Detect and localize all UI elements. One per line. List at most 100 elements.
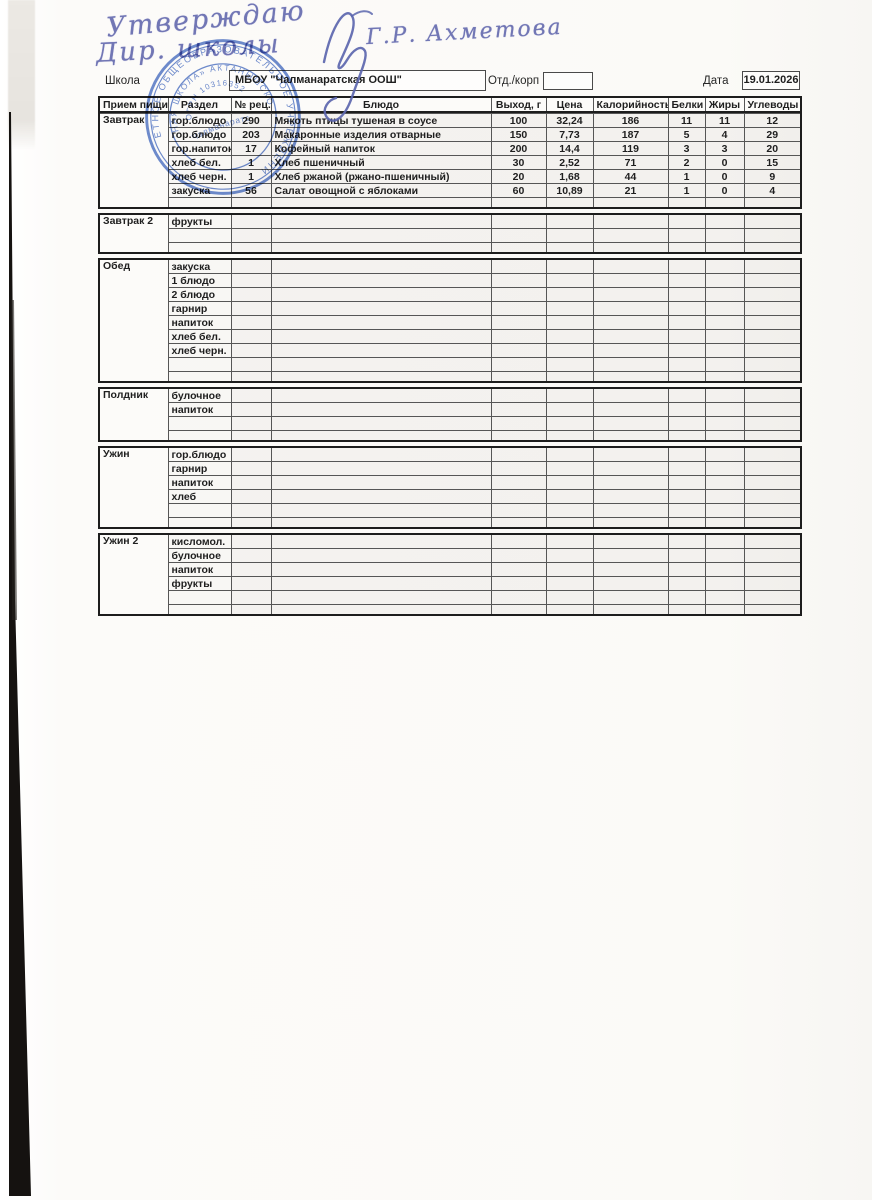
table-cell: [490, 604, 547, 616]
table-cell: [704, 489, 745, 504]
table-cell: [667, 343, 706, 358]
table-cell: [592, 228, 669, 243]
table-cell: 7,73: [545, 127, 594, 142]
table-cell: [230, 357, 272, 372]
table-cell: [270, 242, 492, 254]
table-cell: [667, 228, 706, 243]
table-cell: [490, 387, 547, 403]
table-cell: [704, 503, 745, 518]
table-cell: [545, 446, 594, 462]
table-cell: [592, 590, 669, 605]
table-cell: [743, 287, 802, 302]
table-cell: [667, 576, 706, 591]
table-cell: Макаронные изделия отварные: [270, 127, 492, 142]
table-cell: [167, 604, 232, 616]
table-cell: [743, 329, 802, 344]
table-cell: [545, 228, 594, 243]
column-header: Калорийность: [592, 96, 669, 113]
table-cell: [743, 533, 802, 549]
table-cell: [230, 533, 272, 549]
table-cell: [545, 562, 594, 577]
table-cell: [167, 430, 232, 442]
table-cell: [490, 228, 547, 243]
table-cell: [704, 213, 745, 229]
table-cell: 11: [704, 113, 745, 128]
table-cell: [545, 371, 594, 383]
table-cell: [592, 461, 669, 476]
table-cell: [230, 446, 272, 462]
table-cell: [167, 357, 232, 372]
date-value-box: 19.01.2026: [742, 71, 800, 90]
table-cell: [743, 371, 802, 383]
table-cell: [545, 416, 594, 431]
svg-text:Чалманаратс: Чалманаратс: [189, 111, 253, 143]
table-cell: [667, 258, 706, 274]
column-header: Раздел: [167, 96, 232, 113]
column-header: Белки: [667, 96, 706, 113]
scan-black-edge: [9, 112, 31, 1196]
table-cell: кисломол.: [167, 533, 232, 549]
table-cell: [545, 548, 594, 563]
table-cell: [230, 402, 272, 417]
table-cell: [545, 604, 594, 616]
table-cell: [743, 301, 802, 316]
table-cell: [167, 242, 232, 254]
table-cell: [270, 329, 492, 344]
table-cell: [704, 517, 745, 529]
table-cell: [592, 548, 669, 563]
meal-name: Полдник: [98, 387, 169, 442]
table-cell: [545, 343, 594, 358]
table-cell: Кофейный напиток: [270, 141, 492, 156]
table-cell: хлеб черн.: [167, 343, 232, 358]
table-cell: [545, 301, 594, 316]
table-cell: [270, 343, 492, 358]
table-cell: [743, 197, 802, 209]
table-cell: [490, 461, 547, 476]
table-cell: Хлеб ржаной (ржано-пшеничный): [270, 169, 492, 184]
table-cell: [667, 446, 706, 462]
table-cell: [490, 329, 547, 344]
table-cell: гарнир: [167, 301, 232, 316]
table-cell: [667, 387, 706, 403]
table-cell: [270, 430, 492, 442]
table-cell: [490, 562, 547, 577]
date-label: Дата: [703, 75, 729, 87]
table-cell: 100: [490, 113, 547, 128]
table-cell: [545, 258, 594, 274]
table-cell: [667, 430, 706, 442]
table-cell: булочное: [167, 387, 232, 403]
table-cell: [270, 387, 492, 403]
table-cell: [230, 371, 272, 383]
table-cell: [490, 576, 547, 591]
table-cell: [230, 387, 272, 403]
table-cell: [270, 357, 492, 372]
table-cell: закуска: [167, 258, 232, 274]
table-cell: [743, 430, 802, 442]
table-cell: [704, 273, 745, 288]
table-cell: [667, 402, 706, 417]
table-cell: 203: [230, 127, 272, 142]
table-cell: [667, 287, 706, 302]
table-cell: [592, 242, 669, 254]
table-cell: [545, 197, 594, 209]
table-cell: [230, 329, 272, 344]
table-cell: [743, 562, 802, 577]
table-cell: [230, 228, 272, 243]
table-cell: [667, 475, 706, 490]
table-cell: 1: [667, 169, 706, 184]
table-cell: [704, 197, 745, 209]
table-cell: 1: [230, 169, 272, 184]
table-cell: [743, 273, 802, 288]
table-cell: [667, 562, 706, 577]
table-cell: [270, 446, 492, 462]
table-cell: [270, 576, 492, 591]
meal-name: Обед: [98, 258, 169, 383]
table-cell: [743, 517, 802, 529]
table-cell: [270, 461, 492, 476]
table-cell: [230, 576, 272, 591]
stamp-center-text: Чалманаратс: [189, 111, 253, 143]
column-header: Цена: [545, 96, 594, 113]
table-cell: [545, 461, 594, 476]
table-cell: [704, 287, 745, 302]
table-cell: [667, 548, 706, 563]
